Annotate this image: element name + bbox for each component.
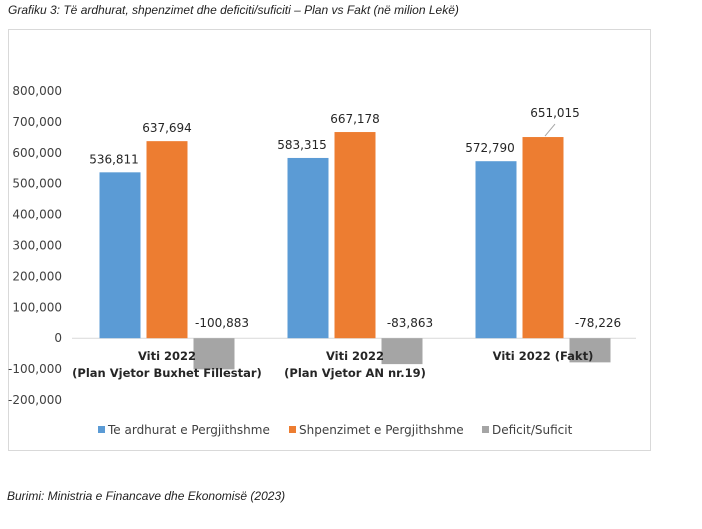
bar-te-ardhurat-e-pergjithshme-1 bbox=[287, 157, 329, 339]
category-label: Viti 2022 bbox=[138, 349, 196, 363]
data-label: 572,790 bbox=[465, 141, 515, 155]
legend-swatch bbox=[482, 426, 489, 433]
bar-deficit-suficit-1 bbox=[381, 338, 423, 365]
legend-swatch bbox=[289, 426, 296, 433]
legend-label: Te ardhurat e Pergjithshme bbox=[107, 423, 270, 437]
y-axis: 800,000 700,000 600,000 500,000 400,000 300,0… bbox=[8, 84, 636, 407]
legend-label: Deficit/Suficit bbox=[492, 423, 573, 437]
y-tick-label: -200,000 bbox=[8, 393, 62, 407]
bar-deficit-suficit-0 bbox=[193, 338, 235, 370]
y-tick-label: 100,000 bbox=[12, 300, 62, 314]
y-tick-label: 700,000 bbox=[12, 115, 62, 129]
bar-shpenzimet-e-pergjithshme-2 bbox=[522, 137, 564, 339]
category-label: Viti 2022 bbox=[326, 349, 384, 363]
y-tick-label: 200,000 bbox=[12, 269, 62, 283]
bar-shpenzimet-e-pergjithshme-0 bbox=[146, 141, 188, 339]
chart-caption: Grafiku 3: Të ardhurat, shpenzimet dhe d… bbox=[8, 3, 459, 17]
source-note: Burimi: Ministria e Financave dhe Ekonom… bbox=[7, 489, 286, 503]
leader-line bbox=[544, 123, 556, 137]
bar-shpenzimet-e-pergjithshme-1 bbox=[334, 132, 376, 339]
bar-te-ardhurat-e-pergjithshme-0 bbox=[99, 172, 141, 339]
y-tick-label: -100,000 bbox=[8, 362, 62, 376]
bar-deficit-suficit-2 bbox=[569, 338, 611, 363]
legend-swatch bbox=[98, 426, 105, 433]
data-label: 583,315 bbox=[277, 138, 327, 152]
bar-te-ardhurat-e-pergjithshme-2 bbox=[475, 161, 517, 339]
data-label: 637,694 bbox=[142, 121, 192, 135]
category-label: Viti 2022 (Fakt) bbox=[493, 349, 594, 363]
y-tick-label: 600,000 bbox=[12, 146, 62, 160]
category-labels: Viti 2022 (Plan Vjetor Buxhet Fillestar) V… bbox=[72, 349, 593, 380]
data-label: -83,863 bbox=[387, 316, 433, 330]
y-tick-label: 0 bbox=[54, 331, 62, 345]
legend: Te ardhurat e Pergjithshme Shpenzimet e P… bbox=[98, 423, 573, 437]
category-label: (Plan Vjetor AN nr.19) bbox=[284, 366, 426, 380]
data-label: 536,811 bbox=[89, 152, 139, 166]
legend-label: Shpenzimet e Pergjithshme bbox=[299, 423, 464, 437]
data-label: -78,226 bbox=[575, 316, 621, 330]
category-label: (Plan Vjetor Buxhet Fillestar) bbox=[72, 366, 262, 380]
bars bbox=[99, 132, 611, 370]
y-tick-label: 400,000 bbox=[12, 208, 62, 222]
data-label: 651,015 bbox=[530, 106, 580, 120]
data-labels: 536,811 583,315 572,790 637,694 667,178 651,0… bbox=[89, 106, 621, 330]
data-label: 667,178 bbox=[330, 112, 380, 126]
data-label: -100,883 bbox=[195, 316, 249, 330]
y-tick-label: 300,000 bbox=[12, 239, 62, 253]
y-tick-label: 800,000 bbox=[12, 84, 62, 98]
y-tick-label: 500,000 bbox=[12, 177, 62, 191]
